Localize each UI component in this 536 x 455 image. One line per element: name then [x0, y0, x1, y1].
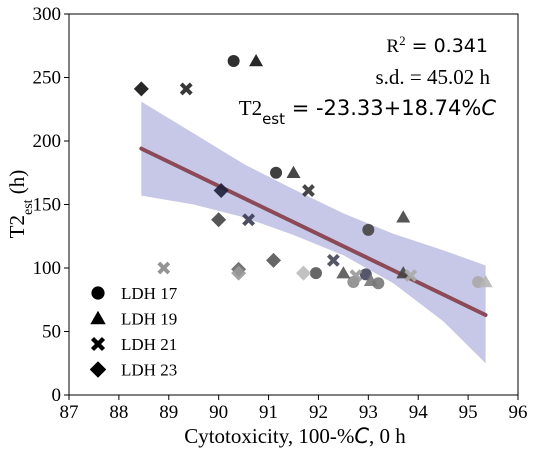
- y-tick-label-300: 300: [33, 4, 62, 25]
- point-ldh-19-5: [363, 273, 378, 286]
- point-ldh-21-4: [326, 253, 340, 267]
- y-axis-label: T2est (h): [5, 170, 36, 239]
- points-layer: [133, 53, 493, 290]
- annotations: R2 = 0.341 s.d. = 45.02 h T2est = -23.33…: [239, 33, 497, 129]
- point-ldh-19-3: [396, 210, 411, 223]
- x-tick-label-88: 88: [109, 402, 128, 423]
- point-ldh-23-3: [211, 212, 227, 228]
- x-tick-label-91: 91: [259, 402, 278, 423]
- point-ldh-19-4: [336, 266, 351, 279]
- regression-equation-annotation: T2est = -23.33+18.74%C: [239, 96, 497, 128]
- point-ldh-19-6: [396, 266, 411, 279]
- y-tick-label-250: 250: [33, 68, 62, 89]
- regression-line: [139, 146, 488, 317]
- point-ldh-21-2: [302, 184, 315, 197]
- x-tick-label-96: 96: [509, 402, 528, 423]
- point-ldh-21-6: [349, 269, 363, 283]
- fit-line-layer: [139, 146, 488, 317]
- point-ldh-17-3: [362, 223, 375, 236]
- y-tick-label-0: 0: [52, 385, 62, 406]
- x-tick-label-95: 95: [459, 402, 478, 423]
- legend-marker-ldh-23: [89, 361, 107, 378]
- legend-marker-ldh-17: [91, 286, 105, 300]
- r-squared-annotation: R2 = 0.341: [386, 33, 488, 58]
- point-ldh-17-1: [227, 54, 240, 67]
- axes-layer: 87 88 89 90 91 92 93 94 95 96 0 50 100 150 200 250 300: [33, 4, 528, 423]
- y-tick-label-100: 100: [33, 258, 62, 279]
- point-ldh-21-1: [179, 82, 193, 96]
- point-ldh-21-5: [157, 261, 171, 275]
- point-ldh-19-1: [249, 53, 264, 67]
- point-ldh-23-2: [213, 183, 229, 199]
- y-tick-label-150: 150: [33, 195, 62, 216]
- point-ldh-21-7: [404, 269, 418, 283]
- legend: LDH 17 LDH 19 LDH 21 LDH 23: [89, 284, 178, 380]
- standard-deviation-annotation: s.d. = 45.02 h: [375, 65, 490, 89]
- x-tick-label-90: 90: [209, 402, 228, 423]
- point-ldh-23-1: [133, 81, 149, 97]
- x-tick-label-87: 87: [60, 402, 79, 423]
- point-ldh-17-4: [309, 267, 322, 280]
- y-tick-label-200: 200: [33, 131, 62, 152]
- x-axis-label: Cytotoxicity, 100-%C, 0 h: [184, 424, 406, 448]
- x-tick-label-89: 89: [159, 402, 178, 423]
- y-tick-label-50: 50: [42, 322, 61, 343]
- legend-label-ldh-21: LDH 21: [121, 335, 177, 354]
- point-ldh-23-4: [266, 252, 282, 268]
- point-ldh-23-7: [295, 265, 311, 281]
- point-ldh-17-7: [372, 277, 385, 290]
- legend-label-ldh-19: LDH 19: [121, 310, 177, 329]
- x-tick-label-92: 92: [309, 402, 328, 423]
- point-ldh-19-2: [286, 165, 301, 178]
- x-tick-label-94: 94: [409, 402, 429, 423]
- legend-marker-ldh-21: [90, 336, 106, 352]
- point-ldh-23-6: [231, 265, 247, 281]
- legend-marker-ldh-19: [90, 310, 106, 325]
- point-ldh-19-7: [478, 274, 493, 288]
- point-ldh-17-2: [270, 166, 283, 179]
- legend-label-ldh-23: LDH 23: [121, 361, 177, 380]
- x-tick-label-93: 93: [359, 402, 378, 423]
- point-ldh-21-3: [242, 213, 256, 227]
- legend-label-ldh-17: LDH 17: [121, 284, 178, 303]
